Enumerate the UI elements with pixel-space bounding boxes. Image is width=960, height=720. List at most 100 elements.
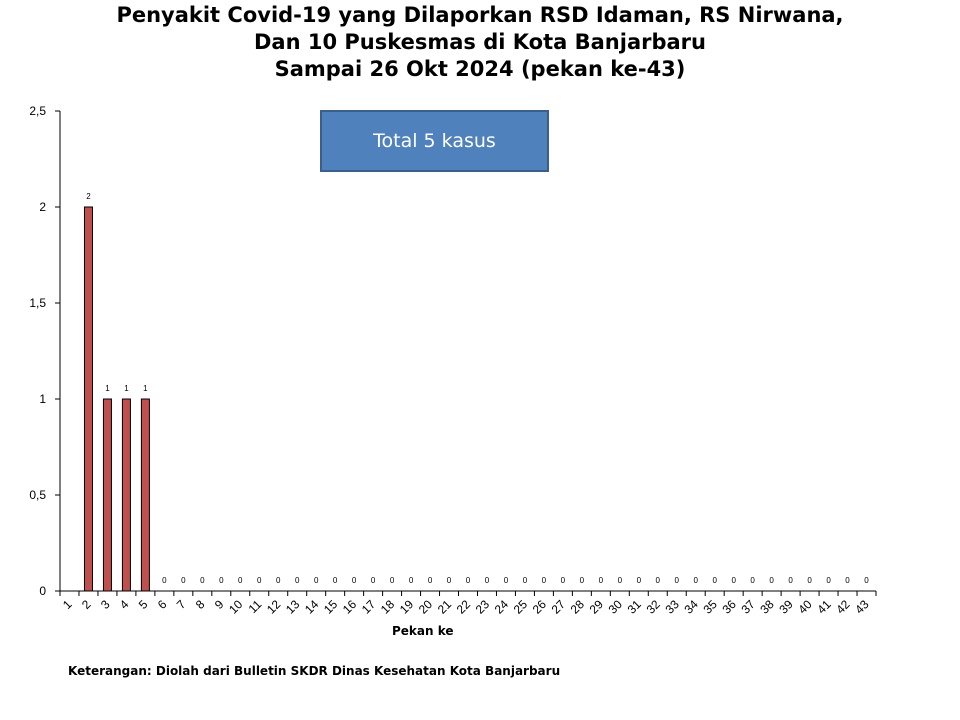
bar	[121, 398, 131, 592]
data-label: 0	[352, 576, 357, 585]
y-tick-label: 2	[39, 200, 46, 214]
data-label: 0	[257, 576, 262, 585]
chart-title-line-3: Sampai 26 Okt 2024 (pekan ke-43)	[274, 57, 686, 81]
x-tick-label: 19	[397, 597, 417, 617]
data-label: 0	[599, 576, 604, 585]
x-tick-label: 12	[264, 597, 284, 617]
data-label: 1	[143, 384, 148, 393]
data-label: 0	[731, 576, 736, 585]
data-label: 0	[712, 576, 717, 585]
data-label: 1	[124, 384, 129, 393]
data-label: 0	[580, 576, 585, 585]
data-label: 0	[788, 576, 793, 585]
x-tick-label: 15	[321, 597, 341, 617]
x-tick-label: 30	[606, 597, 626, 617]
x-tick-label: 32	[644, 597, 664, 617]
data-label: 0	[276, 576, 281, 585]
x-tick-label: 33	[663, 597, 683, 617]
x-tick-label: 7	[174, 597, 189, 612]
y-tick-label: 0	[39, 584, 46, 598]
chart-title: Penyakit Covid-19 yang Dilaporkan RSD Id…	[0, 2, 960, 83]
x-tick-label: 31	[625, 597, 645, 617]
x-tick-label: 25	[511, 597, 531, 617]
x-tick-label: 37	[738, 597, 758, 617]
x-tick-label: 35	[700, 597, 720, 617]
data-label: 0	[618, 576, 623, 585]
data-label: 0	[675, 576, 680, 585]
data-label: 0	[466, 576, 471, 585]
data-label: 0	[807, 576, 812, 585]
x-tick-label: 26	[530, 597, 550, 617]
x-tick-label: 21	[435, 597, 455, 617]
x-tick-label: 2	[79, 597, 94, 612]
bar	[140, 398, 150, 592]
data-label: 0	[409, 576, 414, 585]
data-label: 0	[637, 576, 642, 585]
x-tick-label: 36	[719, 597, 739, 617]
x-axis-label: Pekan ke	[392, 624, 454, 638]
data-label: 0	[447, 576, 452, 585]
chart-title-line-2: Dan 10 Puskesmas di Kota Banjarbaru	[253, 30, 706, 54]
data-label: 0	[693, 576, 698, 585]
data-label: 0	[826, 576, 831, 585]
data-label: 0	[162, 576, 167, 585]
x-tick-label: 18	[378, 597, 398, 617]
bar	[102, 398, 112, 592]
data-label: 0	[864, 576, 869, 585]
data-label: 0	[485, 576, 490, 585]
source-note: Keterangan: Diolah dari Bulletin SKDR Di…	[68, 664, 561, 678]
x-tick-label: 43	[852, 597, 872, 617]
x-tick-label: 27	[549, 597, 569, 617]
x-tick-label: 34	[681, 597, 701, 617]
data-label: 0	[371, 576, 376, 585]
x-tick-label: 3	[98, 597, 113, 612]
x-tick-label: 8	[193, 597, 208, 612]
data-label: 0	[845, 576, 850, 585]
x-tick-label: 6	[155, 597, 170, 612]
data-label: 0	[542, 576, 547, 585]
y-tick-label: 1	[39, 392, 46, 406]
x-tick-label: 1	[60, 597, 75, 612]
x-tick-label: 23	[473, 597, 493, 617]
x-tick-label: 22	[454, 597, 474, 617]
data-label: 0	[428, 576, 433, 585]
data-label: 0	[769, 576, 774, 585]
x-tick-label: 40	[795, 597, 815, 617]
data-label: 0	[504, 576, 509, 585]
x-tick-label: 14	[302, 597, 322, 617]
x-tick-label: 11	[246, 597, 265, 616]
data-label: 1	[105, 384, 110, 393]
x-tick-label: 10	[226, 597, 246, 617]
x-tick-label: 29	[587, 597, 607, 617]
data-label: 0	[181, 576, 186, 585]
x-tick-label: 24	[492, 597, 512, 617]
y-tick-label: 1,5	[29, 296, 46, 310]
chart-title-line-1: Penyakit Covid-19 yang Dilaporkan RSD Id…	[116, 3, 844, 27]
x-tick-label: 41	[814, 597, 834, 617]
total-cases-box: Total 5 kasus	[320, 110, 549, 172]
data-label: 0	[523, 576, 528, 585]
x-tick-label: 28	[568, 597, 588, 617]
data-label: 0	[656, 576, 661, 585]
bar	[83, 206, 93, 592]
x-tick-label: 42	[833, 597, 853, 617]
x-tick-label: 9	[212, 597, 227, 612]
data-label: 0	[333, 576, 338, 585]
x-tick-label: 13	[283, 597, 303, 617]
x-tick-label: 20	[416, 597, 436, 617]
x-tick-label: 5	[136, 597, 151, 612]
x-tick-label: 17	[359, 597, 379, 617]
data-label: 0	[561, 576, 566, 585]
x-tick-label: 39	[776, 597, 796, 617]
y-tick-label: 2,5	[29, 104, 46, 118]
data-label: 0	[238, 576, 243, 585]
data-label: 0	[295, 576, 300, 585]
data-label: 0	[390, 576, 395, 585]
data-label: 0	[219, 576, 224, 585]
data-label: 0	[750, 576, 755, 585]
data-label: 2	[86, 192, 91, 201]
x-tick-label: 4	[117, 597, 132, 612]
total-cases-label: Total 5 kasus	[373, 130, 496, 152]
x-tick-label: 16	[340, 597, 360, 617]
